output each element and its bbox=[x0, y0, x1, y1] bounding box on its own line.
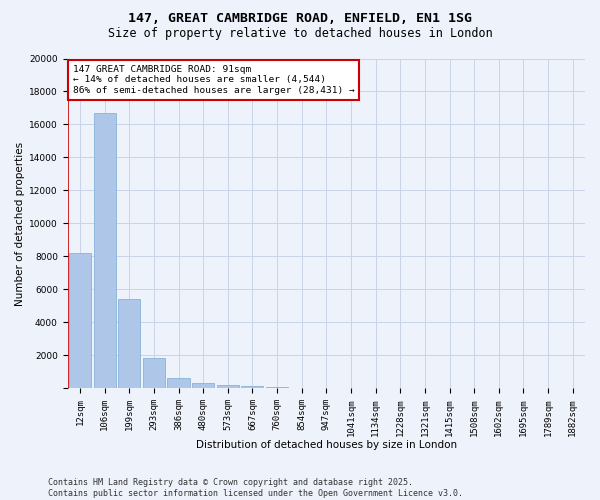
Y-axis label: Number of detached properties: Number of detached properties bbox=[15, 142, 25, 306]
Text: Contains HM Land Registry data © Crown copyright and database right 2025.
Contai: Contains HM Land Registry data © Crown c… bbox=[48, 478, 463, 498]
Bar bbox=[217, 385, 239, 388]
Bar bbox=[118, 300, 140, 388]
Bar bbox=[143, 358, 165, 388]
X-axis label: Distribution of detached houses by size in London: Distribution of detached houses by size … bbox=[196, 440, 457, 450]
Bar bbox=[94, 113, 116, 388]
Text: 147 GREAT CAMBRIDGE ROAD: 91sqm
← 14% of detached houses are smaller (4,544)
86%: 147 GREAT CAMBRIDGE ROAD: 91sqm ← 14% of… bbox=[73, 65, 355, 95]
Bar bbox=[167, 378, 190, 388]
Text: Size of property relative to detached houses in London: Size of property relative to detached ho… bbox=[107, 28, 493, 40]
Bar bbox=[69, 253, 91, 388]
Text: 147, GREAT CAMBRIDGE ROAD, ENFIELD, EN1 1SG: 147, GREAT CAMBRIDGE ROAD, ENFIELD, EN1 … bbox=[128, 12, 472, 26]
Bar bbox=[192, 382, 214, 388]
Bar bbox=[266, 386, 288, 388]
Bar bbox=[241, 386, 263, 388]
